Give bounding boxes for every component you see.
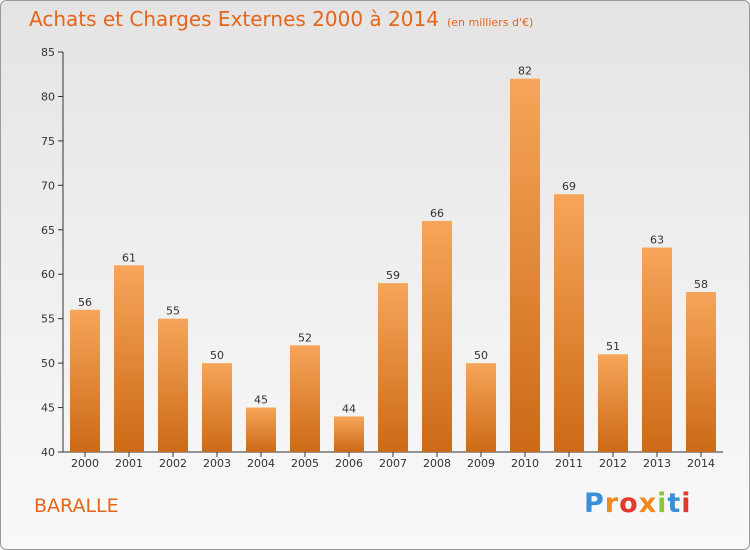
y-tick-label: 60 (41, 268, 55, 281)
bar-value-label: 45 (254, 394, 268, 407)
bar-value-label: 50 (210, 349, 224, 362)
x-tick-label: 2014 (687, 457, 715, 470)
x-tick-label: 2012 (599, 457, 627, 470)
bar-2013 (642, 247, 672, 452)
bar-2008 (422, 220, 452, 452)
bar-value-label: 52 (298, 331, 312, 344)
bar-2001 (114, 265, 144, 452)
x-tick-label: 2005 (291, 457, 319, 470)
y-tick-label: 45 (41, 402, 55, 415)
x-tick-label: 2006 (335, 457, 363, 470)
x-tick-label: 2004 (247, 457, 275, 470)
bar-value-label: 61 (122, 251, 136, 264)
bar-2000 (70, 309, 100, 452)
bar-value-label: 51 (606, 340, 620, 353)
bar-value-label: 50 (474, 349, 488, 362)
bar-2005 (290, 345, 320, 452)
bar-2003 (202, 363, 232, 452)
bar-2004 (246, 407, 276, 452)
logo-letter: P (584, 488, 605, 519)
bar-value-label: 66 (430, 207, 444, 220)
x-tick-label: 2000 (71, 457, 99, 470)
commune-name: BARALLE (34, 495, 119, 517)
bar-2014 (686, 292, 716, 452)
x-tick-label: 2002 (159, 457, 187, 470)
bar-2002 (158, 318, 188, 452)
y-tick-label: 65 (41, 224, 55, 237)
bar-2010 (510, 78, 540, 453)
chart-title-text: Achats et Charges Externes 2000 à 2014 (29, 7, 439, 31)
x-tick-label: 2008 (423, 457, 451, 470)
x-tick-label: 2007 (379, 457, 407, 470)
bar-value-label: 63 (650, 234, 664, 247)
chart-axes: 40 45 50 55 60 65 70 75 80 85 2000 2001 2002 2003 2004… (41, 46, 723, 470)
logo-letter: i (657, 488, 668, 519)
y-tick-label: 75 (41, 135, 55, 148)
bar-value-label: 44 (342, 402, 356, 415)
bar-value-label: 82 (518, 65, 532, 78)
y-tick-label: 70 (41, 179, 55, 192)
x-tick-label: 2001 (115, 457, 143, 470)
bar-2006 (334, 416, 364, 452)
bar-value-label: 59 (386, 269, 400, 282)
chart-title: Achats et Charges Externes 2000 à 2014 (e… (29, 7, 533, 31)
logo-letter: x (638, 488, 658, 519)
bar-2007 (378, 283, 408, 452)
x-tick-label: 2003 (203, 457, 231, 470)
y-tick-label: 40 (41, 446, 55, 459)
x-tick-label: 2013 (643, 457, 671, 470)
x-tick-label: 2009 (467, 457, 495, 470)
proxiti-logo: Proxiti (584, 488, 692, 519)
chart-bars: 56 61 55 50 45 52 44 59 66 50 82 69 51 63 58 (70, 65, 716, 453)
bar-value-label: 69 (562, 180, 576, 193)
y-tick-label: 50 (41, 357, 55, 370)
y-tick-label: 55 (41, 313, 55, 326)
chart-subtitle: (en milliers d'€) (446, 16, 534, 29)
bar-2012 (598, 354, 628, 452)
bar-value-label: 55 (166, 305, 180, 318)
logo-letter: t (667, 488, 682, 519)
logo-letter: r (604, 488, 620, 519)
x-tick-label: 2010 (511, 457, 539, 470)
bar-2009 (466, 363, 496, 452)
x-tick-label: 2011 (555, 457, 583, 470)
logo-letter: o (619, 488, 639, 519)
y-tick-label: 80 (41, 90, 55, 103)
bar-value-label: 58 (694, 278, 708, 291)
bar-value-label: 56 (78, 296, 92, 309)
logo-letter: i (681, 488, 692, 519)
y-tick-label: 85 (41, 46, 55, 59)
bar-2011 (554, 194, 584, 452)
